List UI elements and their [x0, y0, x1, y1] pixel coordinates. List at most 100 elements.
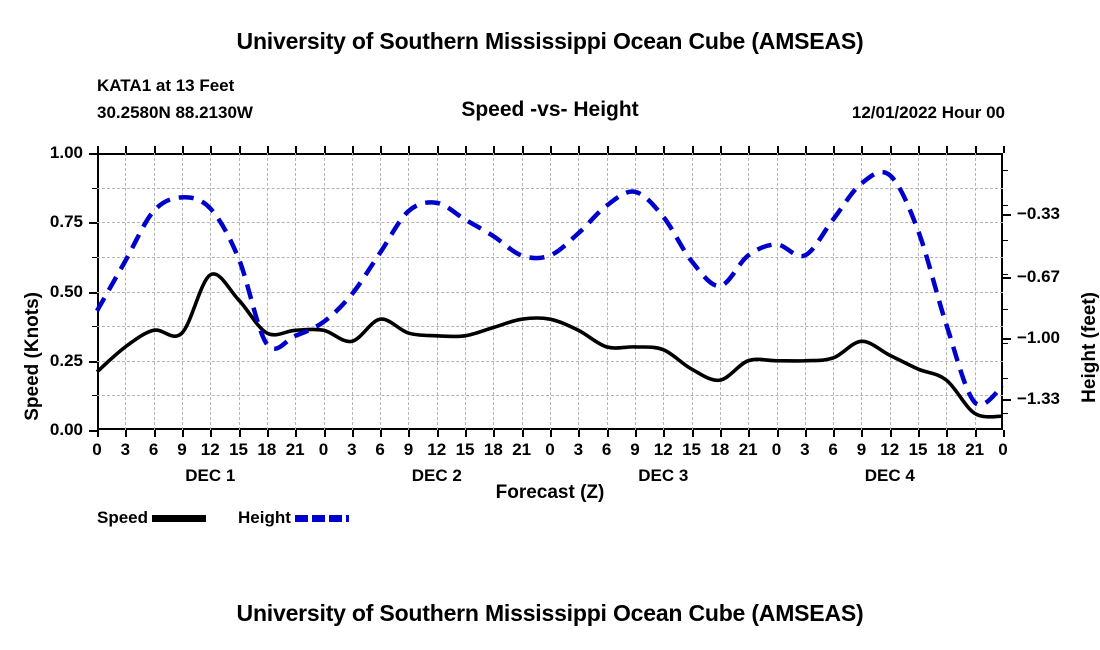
gridline-vertical [634, 153, 636, 430]
series-line-height [95, 169, 1005, 407]
x-tick-bottom [465, 430, 468, 437]
gridline-vertical [295, 153, 297, 430]
x-tick-label: 6 [375, 440, 385, 459]
x-tick-top [804, 146, 807, 153]
x-tick-bottom [323, 430, 326, 437]
x-tick-bottom [493, 430, 496, 437]
x-tick-label: 3 [347, 440, 357, 459]
gridline-vertical [408, 153, 410, 430]
x-tick-bottom [606, 430, 609, 437]
x-tick-label: 3 [120, 440, 131, 459]
legend-entry-height: Height [238, 508, 349, 528]
gridline-vertical [380, 153, 382, 430]
x-tick-top [436, 146, 439, 153]
x-tick-label: 15 [229, 440, 249, 459]
y-tick-right-minor [1003, 343, 1008, 345]
y-tick-left-minor [92, 395, 97, 397]
y-tick-label-left: 0.25 [49, 350, 83, 370]
x-tick-label: 18 [710, 440, 730, 459]
x-tick-top [918, 146, 921, 153]
y-tick-left [89, 291, 97, 294]
gridline-vertical [748, 153, 750, 430]
gridline-vertical [691, 153, 693, 430]
x-tick-bottom [210, 430, 213, 437]
y-tick-left [89, 430, 97, 432]
legend-entry-speed: Speed [97, 508, 207, 528]
x-tick-bottom [663, 430, 666, 437]
gridline-vertical [436, 153, 438, 430]
gridline-vertical [889, 153, 891, 430]
x-tick-label: 12 [880, 440, 900, 459]
gridline-vertical [266, 153, 268, 430]
y-tick-label-right: −0.67 [1017, 266, 1061, 286]
x-tick-top [1003, 146, 1005, 153]
x-tick-label: 0 [92, 440, 102, 459]
x-axis-title: Forecast (Z) [495, 482, 605, 503]
gridline-vertical [776, 153, 778, 430]
y-tick-label-right: −1.00 [1017, 327, 1061, 347]
y-tick-right-minor [1003, 412, 1008, 414]
y-tick-label-left: 0.00 [49, 420, 83, 439]
x-tick-top [719, 146, 722, 153]
x-tick-label: 6 [828, 440, 838, 459]
x-tick-bottom [181, 430, 184, 437]
x-tick-label: 12 [427, 440, 447, 459]
gridline-vertical [465, 153, 467, 430]
y-tick-right [1003, 337, 1011, 340]
y-tick-left-minor [92, 326, 97, 328]
x-tick-label: 0 [771, 440, 782, 459]
x-axis-day-label: DEC 1 [185, 466, 236, 485]
x-tick-label: 21 [285, 440, 305, 459]
x-tick-bottom [550, 430, 552, 437]
run-time-label: 12/01/2022 Hour 00 [851, 103, 1005, 122]
y-tick-left [89, 360, 97, 363]
x-tick-label: 6 [601, 440, 612, 459]
y-tick-right-minor [1003, 170, 1008, 172]
x-tick-bottom [380, 430, 383, 437]
x-tick-bottom [238, 430, 241, 437]
x-tick-label: 12 [653, 440, 673, 459]
x-tick-top [691, 146, 694, 153]
series-line-speed [95, 272, 1004, 419]
x-tick-label: 0 [318, 440, 329, 459]
x-tick-top [606, 146, 609, 153]
x-axis-day-label: DEC 2 [411, 466, 462, 485]
gridline-vertical [663, 153, 665, 430]
legend-label-speed: Speed [97, 508, 149, 527]
gridline-vertical [238, 153, 240, 430]
x-tick-bottom [125, 430, 128, 437]
coordinates-label: 30.2580N 88.2130W [97, 103, 253, 122]
x-tick-bottom [153, 430, 156, 437]
x-tick-label: 3 [573, 440, 584, 459]
y-tick-right [1003, 276, 1011, 279]
x-tick-label: 3 [800, 440, 810, 459]
gridline-vertical [323, 153, 325, 430]
x-tick-top [889, 146, 892, 153]
x-tick-top [465, 146, 468, 153]
x-tick-top [493, 146, 496, 153]
y-tick-right-minor [1003, 204, 1008, 206]
x-tick-top [153, 146, 156, 153]
gridline-vertical [181, 153, 183, 430]
gridline-vertical [125, 153, 127, 430]
chart-legend: Speed Height [97, 508, 349, 528]
x-tick-label: 9 [177, 440, 187, 459]
x-tick-label: 21 [965, 440, 985, 459]
x-tick-bottom [804, 430, 807, 437]
x-tick-label: 21 [738, 440, 758, 459]
x-tick-bottom [634, 430, 637, 437]
y-tick-label-right: −0.33 [1017, 203, 1061, 223]
y-tick-left-minor [92, 256, 97, 258]
y-tick-label-right: −1.33 [1017, 388, 1061, 408]
page-title-bottom: University of Southern Mississippi Ocean… [236, 600, 864, 626]
x-tick-bottom [436, 430, 439, 437]
x-tick-bottom [295, 430, 298, 437]
x-tick-top [861, 146, 864, 153]
x-tick-top [181, 146, 184, 153]
y-tick-left-minor [92, 187, 97, 189]
x-tick-label: 18 [936, 440, 956, 459]
x-tick-top [238, 146, 241, 153]
y-tick-label-left: 1.00 [49, 143, 83, 162]
x-tick-top [521, 146, 524, 153]
x-tick-bottom [748, 430, 751, 437]
